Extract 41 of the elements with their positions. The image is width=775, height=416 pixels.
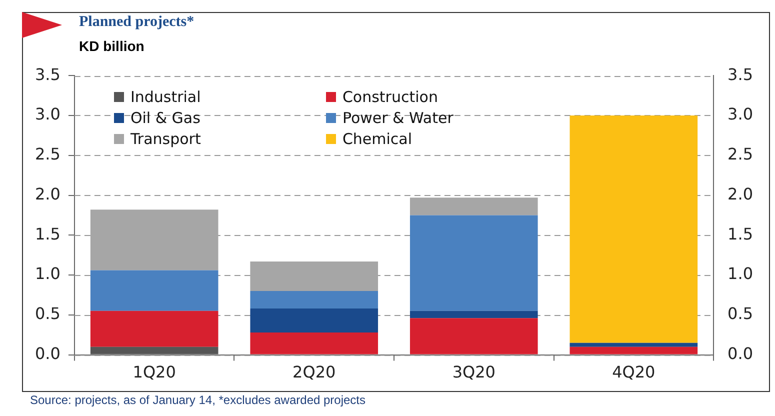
y-tick-label: 3.5 — [34, 64, 60, 84]
source-note: Source: projects, as of January 14, *excludes awarded projects — [30, 393, 366, 407]
legend-label: Transport — [130, 130, 201, 148]
bar — [570, 346, 698, 354]
y2-tick-label: 3.0 — [728, 104, 754, 124]
bar — [250, 290, 378, 309]
bar — [570, 115, 698, 343]
bar — [90, 310, 218, 347]
legend-label: Chemical — [342, 130, 412, 148]
chart-title: Planned projects* — [79, 14, 194, 31]
y-tick-label: 0.5 — [34, 304, 60, 324]
y-tick-label: 1.5 — [34, 224, 60, 244]
bar — [570, 342, 698, 347]
y2-tick-label: 1.0 — [728, 264, 754, 284]
y-tick-label: 2.0 — [34, 184, 60, 204]
y-tick-label: 0.0 — [34, 344, 60, 363]
y-tick-label: 2.5 — [34, 144, 60, 164]
bar — [410, 310, 538, 318]
bar — [90, 346, 218, 354]
bar — [250, 332, 378, 354]
bar — [90, 270, 218, 311]
y-tick-label: 3.0 — [34, 104, 60, 124]
legend-label: Power & Water — [342, 108, 454, 127]
x-tick-label: 2Q20 — [292, 362, 336, 382]
chart-subtitle: KD billion — [79, 38, 144, 54]
bar — [410, 318, 538, 354]
bar — [410, 215, 538, 311]
x-tick-label: 4Q20 — [612, 362, 656, 382]
bar — [250, 308, 378, 332]
x-tick-label: 3Q20 — [452, 362, 496, 382]
legend-label: Construction — [342, 88, 438, 106]
y2-tick-label: 0.0 — [728, 344, 754, 363]
y2-tick-label: 2.0 — [728, 184, 754, 204]
x-tick-label: 1Q20 — [132, 362, 176, 382]
y-tick-label: 1.0 — [34, 264, 60, 284]
legend-label: Industrial — [130, 88, 201, 106]
y2-tick-label: 2.5 — [728, 144, 754, 164]
y2-tick-label: 0.5 — [728, 304, 754, 324]
y2-tick-label: 3.5 — [728, 64, 754, 84]
legend-label: Oil & Gas — [130, 108, 200, 127]
y2-tick-label: 1.5 — [728, 224, 754, 244]
